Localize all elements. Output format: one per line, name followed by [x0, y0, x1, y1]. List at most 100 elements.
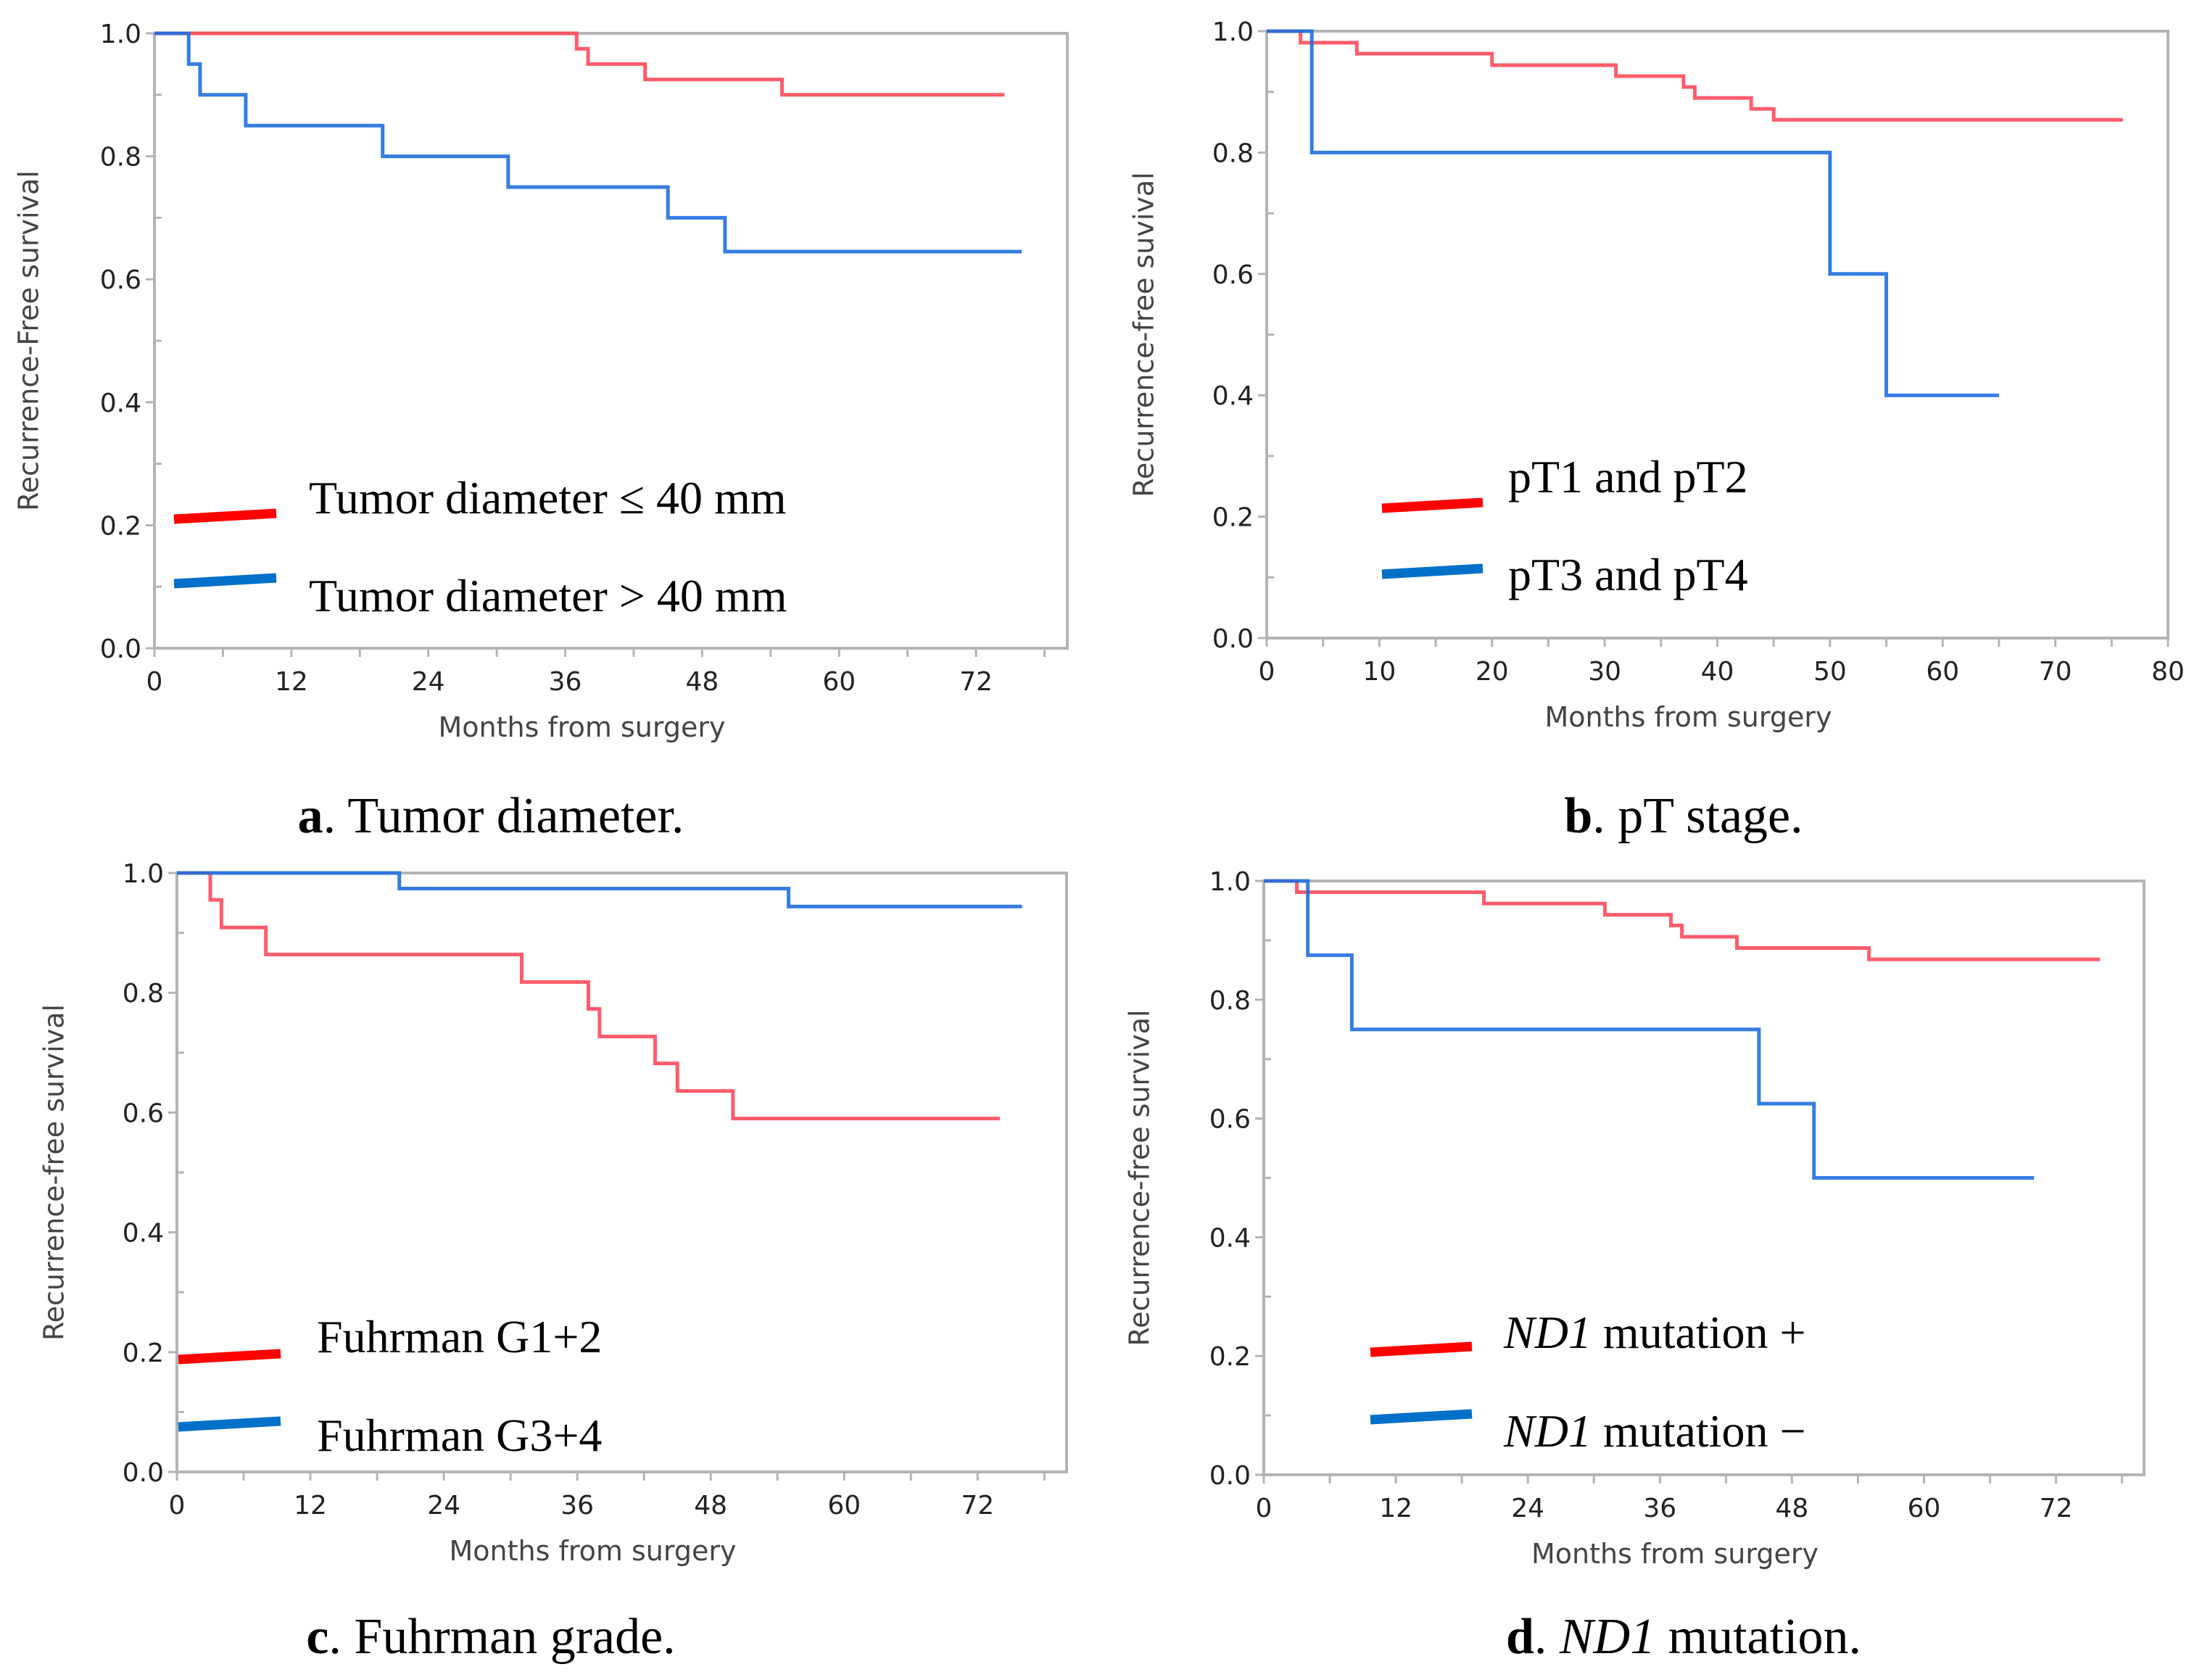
- legend-a-1: Tumor diameter ≤ 40 mm: [309, 475, 787, 521]
- legend-swatch-red: [1370, 1341, 1473, 1357]
- y-tick-label: 0.0: [1212, 624, 1254, 654]
- caption-text: . Fuhrman grade.: [328, 1609, 676, 1665]
- y-tick-label: 0.0: [100, 634, 141, 664]
- legend-label: mutation −: [1591, 1405, 1806, 1457]
- y-tick-label: 0.4: [1212, 381, 1254, 411]
- x-tick-label: 36: [549, 667, 582, 697]
- legend-c-2: Fuhrman G3+4: [317, 1412, 602, 1459]
- legend-swatch-blue: [178, 1416, 281, 1432]
- legend-label: Tumor diameter ≤ 40 mm: [309, 472, 787, 524]
- y-tick-label: 1.0: [1209, 867, 1251, 897]
- y-tick-label: 1.0: [100, 20, 141, 49]
- x-tick-label: 20: [1476, 657, 1509, 687]
- y-axis-title: Recurrence-Free survival: [12, 170, 44, 511]
- y-tick-label: 0.6: [1209, 1105, 1251, 1135]
- y-tick-label: 1.0: [1212, 17, 1254, 47]
- y-tick-label: 0.6: [123, 1098, 164, 1128]
- y-tick-label: 1.0: [123, 859, 164, 889]
- panel-b: 0.0 0.2 0.4 0.6 0.8 1.0 0 10 20 30 40 50 60 70 80 Month…: [1127, 17, 2185, 733]
- y-tick-label: 0.8: [1209, 986, 1251, 1016]
- legend-a-2: Tumor diameter > 40 mm: [309, 573, 787, 619]
- x-tick-label: 50: [1813, 657, 1847, 687]
- x-tick-label: 72: [961, 1491, 994, 1520]
- caption-d: d. ND1 mutation.: [1505, 1609, 1862, 1665]
- km-curve-red: [1267, 29, 2123, 122]
- x-tick-label: 60: [822, 667, 856, 697]
- legend-b-1: pT1 and pT2: [1508, 454, 1748, 500]
- y-tick-label: 0.6: [1212, 260, 1254, 290]
- legend-gene: ND1: [1504, 1307, 1592, 1358]
- x-tick-label: 60: [827, 1491, 861, 1520]
- x-axis-title: Months from surgery: [1531, 1538, 1818, 1570]
- caption-letter: d: [1505, 1609, 1534, 1665]
- x-tick-label: 48: [1775, 1494, 1808, 1523]
- x-tick-label: 36: [1643, 1494, 1676, 1523]
- plot-frame: [1265, 30, 2169, 640]
- x-axis-title: Months from surgery: [450, 1535, 737, 1567]
- legend-gene: ND1: [1504, 1405, 1592, 1457]
- y-tick-label: 0.8: [100, 143, 141, 173]
- x-tick-label: 24: [1511, 1494, 1544, 1523]
- y-tick-label: 0.0: [1209, 1461, 1251, 1491]
- panel-a: 0.0 0.2 0.4 0.6 0.8 1.0 0 12 24 36 48 60 72 Months fr…: [12, 20, 1069, 743]
- x-tick-label: 12: [294, 1491, 327, 1520]
- y-tick-label: 0.8: [123, 979, 164, 1009]
- x-tick-label: 60: [1908, 1494, 1941, 1523]
- x-tick-label: 48: [685, 667, 719, 697]
- x-tick-label: 48: [694, 1491, 727, 1520]
- caption-b: b. pT stage.: [1564, 787, 1803, 845]
- legend-c-1: Fuhrman G1+2: [317, 1314, 602, 1360]
- x-tick-label: 0: [169, 1491, 186, 1520]
- legend-swatch-red: [178, 1349, 281, 1365]
- x-tick-label: 60: [1926, 657, 1959, 687]
- y-axis-title: Recurrence-free suvival: [1127, 172, 1159, 497]
- km-curve-blue: [154, 31, 1022, 254]
- y-axis-title: Recurrence-free survival: [1123, 1009, 1155, 1346]
- x-axis-title: Months from surgery: [1545, 701, 1832, 733]
- y-tick-label: 0.2: [100, 511, 141, 541]
- y-tick-label: 0.4: [100, 389, 141, 418]
- caption-c: c. Fuhrman grade.: [306, 1608, 675, 1666]
- y-tick-label: 0.4: [1209, 1223, 1251, 1253]
- y-tick-label: 0.8: [1212, 138, 1254, 168]
- legend-swatch-blue: [1370, 1409, 1473, 1425]
- x-tick-label: 72: [2040, 1494, 2073, 1523]
- caption-letter: c: [306, 1609, 329, 1665]
- legend-label: pT1 and pT2: [1508, 451, 1748, 502]
- y-tick-label: 0.4: [123, 1219, 164, 1249]
- caption-letter: a: [297, 788, 323, 844]
- x-tick-label: 0: [1259, 657, 1275, 687]
- y-tick-label: 0.2: [1209, 1342, 1251, 1372]
- km-curve-blue: [1264, 879, 2035, 1180]
- x-tick-label: 36: [560, 1491, 594, 1520]
- legend-swatch-blue: [173, 573, 277, 589]
- x-tick-label: 0: [1256, 1494, 1273, 1523]
- km-curve-red: [154, 31, 1005, 97]
- caption-text: . Tumor diameter.: [323, 788, 684, 844]
- y-axis-title: Recurrence-free survival: [38, 1004, 70, 1341]
- plot-frame: [175, 872, 1068, 1473]
- km-curve-red: [177, 871, 1000, 1121]
- legend-d-2: ND1 mutation −: [1504, 1408, 1806, 1455]
- x-tick-label: 12: [1379, 1494, 1412, 1523]
- y-tick-label: 0.6: [100, 265, 141, 295]
- legend-d-1: ND1 mutation +: [1504, 1309, 1806, 1356]
- km-curve-red: [1264, 879, 2101, 961]
- caption-text: mutation.: [1655, 1609, 1862, 1665]
- x-tick-label: 10: [1362, 657, 1396, 687]
- x-tick-label: 30: [1588, 657, 1621, 687]
- x-tick-label: 70: [2039, 657, 2072, 687]
- y-tick-label: 0.2: [1212, 503, 1254, 533]
- caption-letter: b: [1564, 788, 1593, 844]
- legend-label: Fuhrman G3+4: [317, 1410, 603, 1461]
- legend-label: pT3 and pT4: [1508, 549, 1748, 600]
- legend-label: mutation +: [1591, 1307, 1806, 1358]
- x-tick-label: 24: [427, 1491, 460, 1520]
- caption-text: . pT stage.: [1592, 788, 1803, 844]
- legend-label: Tumor diameter > 40 mm: [309, 570, 787, 621]
- panel-c: 0.0 0.2 0.4 0.6 0.8 1.0 0 12 24 36 48 60 72 Months fr…: [38, 859, 1068, 1567]
- x-axis-title: Months from surgery: [439, 711, 726, 743]
- y-tick-label: 0.2: [123, 1338, 164, 1368]
- x-tick-label: 80: [2151, 657, 2185, 687]
